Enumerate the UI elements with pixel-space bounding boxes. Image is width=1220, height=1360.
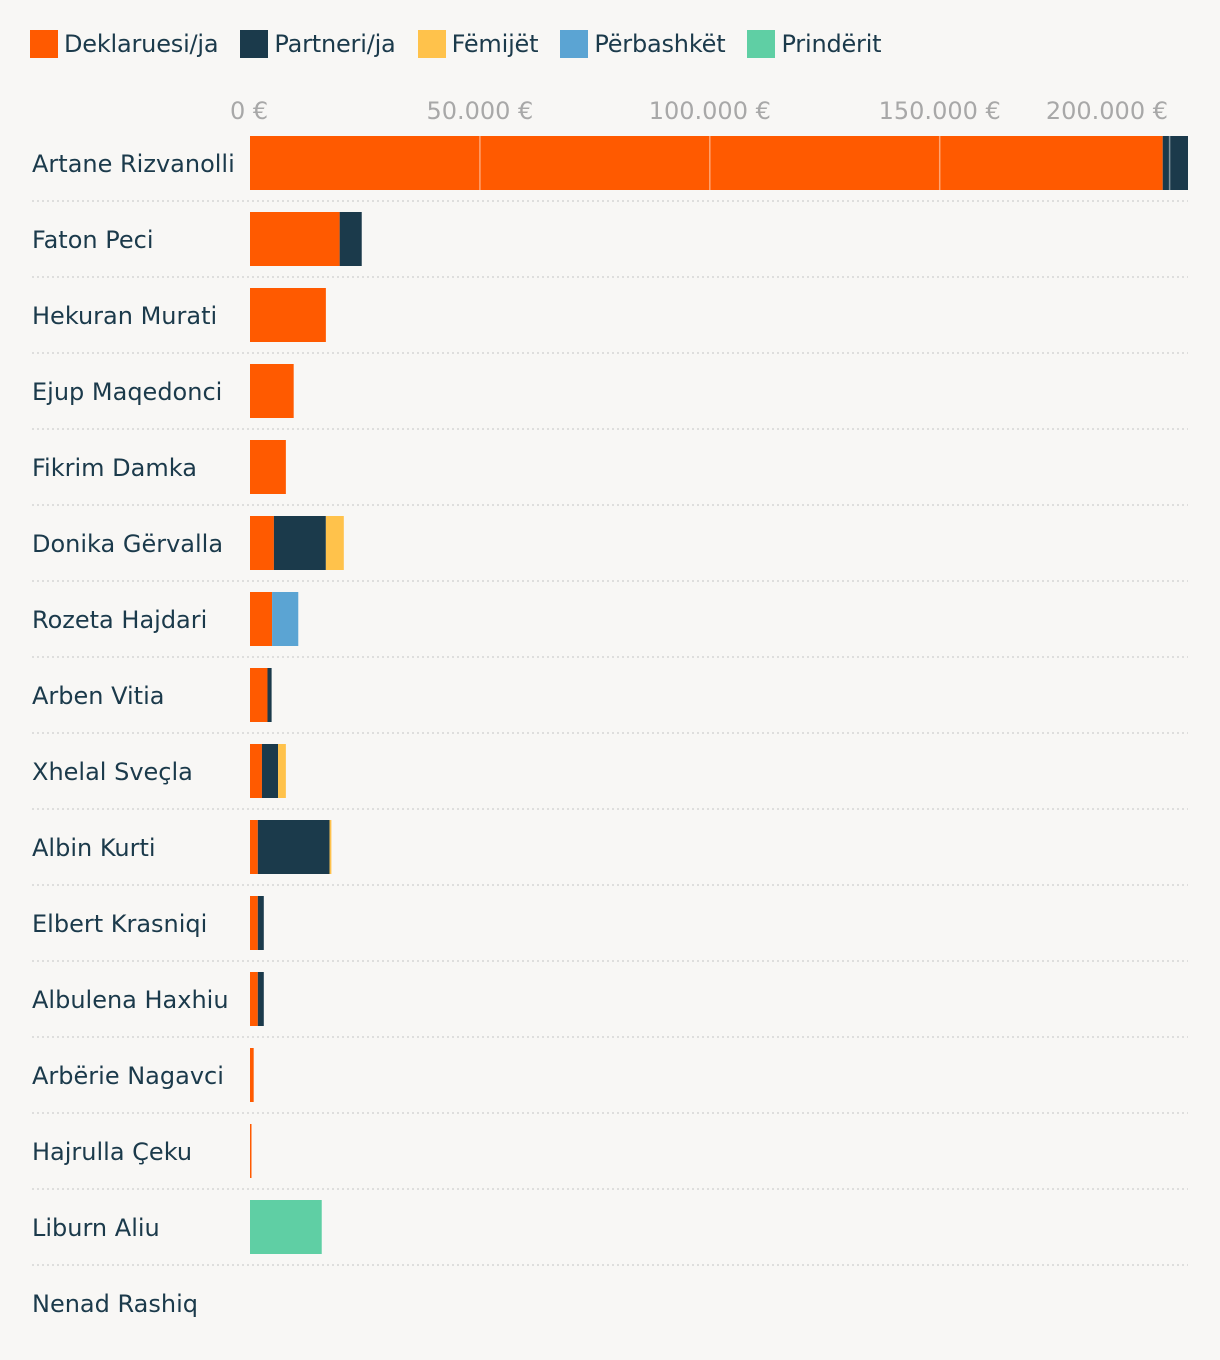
legend-label: Partneri/ja	[274, 30, 396, 58]
bar-segment-perbashket	[272, 592, 299, 646]
x-tick-label: 100.000 €	[649, 97, 771, 125]
legend-swatch	[240, 30, 269, 58]
bar-segment-deklaruesi-ja	[250, 136, 1163, 190]
bar-segment-deklaruesi-ja	[250, 440, 286, 494]
bar-segment-partneri-ja	[257, 972, 264, 1026]
bar-segment-deklaruesi-ja	[250, 972, 258, 1026]
bar-segment-partneri-ja	[261, 744, 279, 798]
row-label: Albin Kurti	[32, 834, 156, 862]
bar-segment-femijet	[329, 820, 332, 874]
bar-segment-deklaruesi-ja	[250, 212, 340, 266]
bar-segment-femijet	[278, 744, 286, 798]
legend-label: Prindërit	[781, 30, 882, 58]
bar-row-donika-gervalla: Donika Gërvalla	[32, 516, 1188, 582]
x-tick-label: 0 €	[230, 97, 268, 125]
row-label: Ejup Maqedonci	[32, 378, 222, 406]
row-label: Liburn Aliu	[32, 1214, 160, 1242]
legend-item-femijet: Fëmijët	[417, 30, 539, 58]
legend: Deklaruesi/ja Partneri/ja Fëmijët Përbashkë…	[30, 30, 903, 58]
row-label: Donika Gërvalla	[32, 530, 223, 558]
row-label: Faton Peci	[32, 226, 154, 254]
row-label: Hekuran Murati	[32, 302, 217, 330]
bar-segment-partneri-ja	[257, 896, 264, 950]
legend-swatch	[560, 30, 589, 58]
row-label: Fikrim Damka	[32, 454, 197, 482]
bar-segment-deklaruesi-ja	[250, 1048, 254, 1102]
x-tick-label: 200.000 €	[1046, 97, 1168, 125]
bar-row-nenad-rashiq: Nenad Rashiq	[32, 1290, 198, 1318]
bar-segment-deklaruesi-ja	[250, 364, 294, 418]
bar-row-albin-kurti: Albin Kurti	[32, 820, 1188, 886]
legend-swatch	[30, 30, 58, 58]
row-label: Arben Vitia	[32, 682, 164, 710]
bar-segment-deklaruesi-ja	[250, 896, 258, 950]
bar-segment-partneri-ja	[273, 516, 326, 570]
legend-label: Fëmijët	[451, 30, 539, 58]
bar-segment-deklaruesi-ja	[250, 744, 262, 798]
bar-row-hekuran-murati: Hekuran Murati	[32, 288, 1188, 354]
row-label: Rozeta Hajdari	[32, 606, 207, 634]
row-label: Xhelal Sveçla	[32, 758, 193, 786]
bar-segment-deklaruesi-ja	[250, 668, 268, 722]
legend-swatch	[747, 30, 776, 58]
bar-segment-prinderit	[250, 1200, 322, 1254]
bar-row-ejup-maqedonci: Ejup Maqedonci	[32, 364, 1188, 430]
legend-item-prinderit: Prindërit	[747, 30, 882, 58]
bar-segment-partneri-ja	[267, 668, 272, 722]
x-tick-label: 150.000 €	[879, 97, 1001, 125]
bar-row-xhelal-svecla: Xhelal Sveçla	[32, 744, 1188, 810]
bar-segment-partneri-ja	[257, 820, 330, 874]
bar-row-artane-rizvanolli: Artane Rizvanolli	[32, 136, 1188, 202]
row-label: Hajrulla Çeku	[32, 1138, 192, 1166]
row-label: Nenad Rashiq	[32, 1290, 198, 1318]
bar-row-hajrulla-ceku: Hajrulla Çeku	[32, 1124, 1188, 1190]
x-tick-label: 50.000 €	[426, 97, 533, 125]
bar-row-rozeta-hajdari: Rozeta Hajdari	[32, 592, 1188, 658]
bar-segment-deklaruesi-ja	[250, 820, 258, 874]
legend-item-deklaruesi-ja: Deklaruesi/ja	[30, 30, 219, 58]
legend-label: Deklaruesi/ja	[64, 30, 219, 58]
bar-segment-femijet	[325, 516, 344, 570]
legend-item-partneri-ja: Partneri/ja	[240, 30, 396, 58]
bar-row-arben-vitia: Arben Vitia	[32, 668, 1188, 734]
bar-segment-partneri-ja	[339, 212, 362, 266]
bar-segment-deklaruesi-ja	[250, 1124, 252, 1178]
bar-segment-deklaruesi-ja	[250, 592, 273, 646]
bar-row-elbert-krasniqi: Elbert Krasniqi	[32, 896, 1188, 962]
bar-row-albulena-haxhiu: Albulena Haxhiu	[32, 972, 1188, 1038]
row-label: Arbërie Nagavci	[32, 1062, 224, 1090]
row-label: Elbert Krasniqi	[32, 910, 207, 938]
bar-segment-partneri-ja	[1162, 136, 1188, 190]
bar-segment-deklaruesi-ja	[250, 516, 274, 570]
legend-label: Përbashkët	[594, 30, 726, 58]
bar-row-faton-peci: Faton Peci	[32, 212, 1188, 278]
row-label: Albulena Haxhiu	[32, 986, 229, 1014]
bar-segment-deklaruesi-ja	[250, 288, 326, 342]
bar-row-fikrim-damka: Fikrim Damka	[32, 440, 1188, 506]
legend-swatch	[417, 30, 446, 58]
row-label: Artane Rizvanolli	[32, 150, 235, 178]
bar-row-arberie-nagavci: Arbërie Nagavci	[32, 1048, 1188, 1114]
legend-item-perbashket: Përbashkët	[560, 30, 726, 58]
bar-row-liburn-aliu: Liburn Aliu	[32, 1200, 1188, 1266]
